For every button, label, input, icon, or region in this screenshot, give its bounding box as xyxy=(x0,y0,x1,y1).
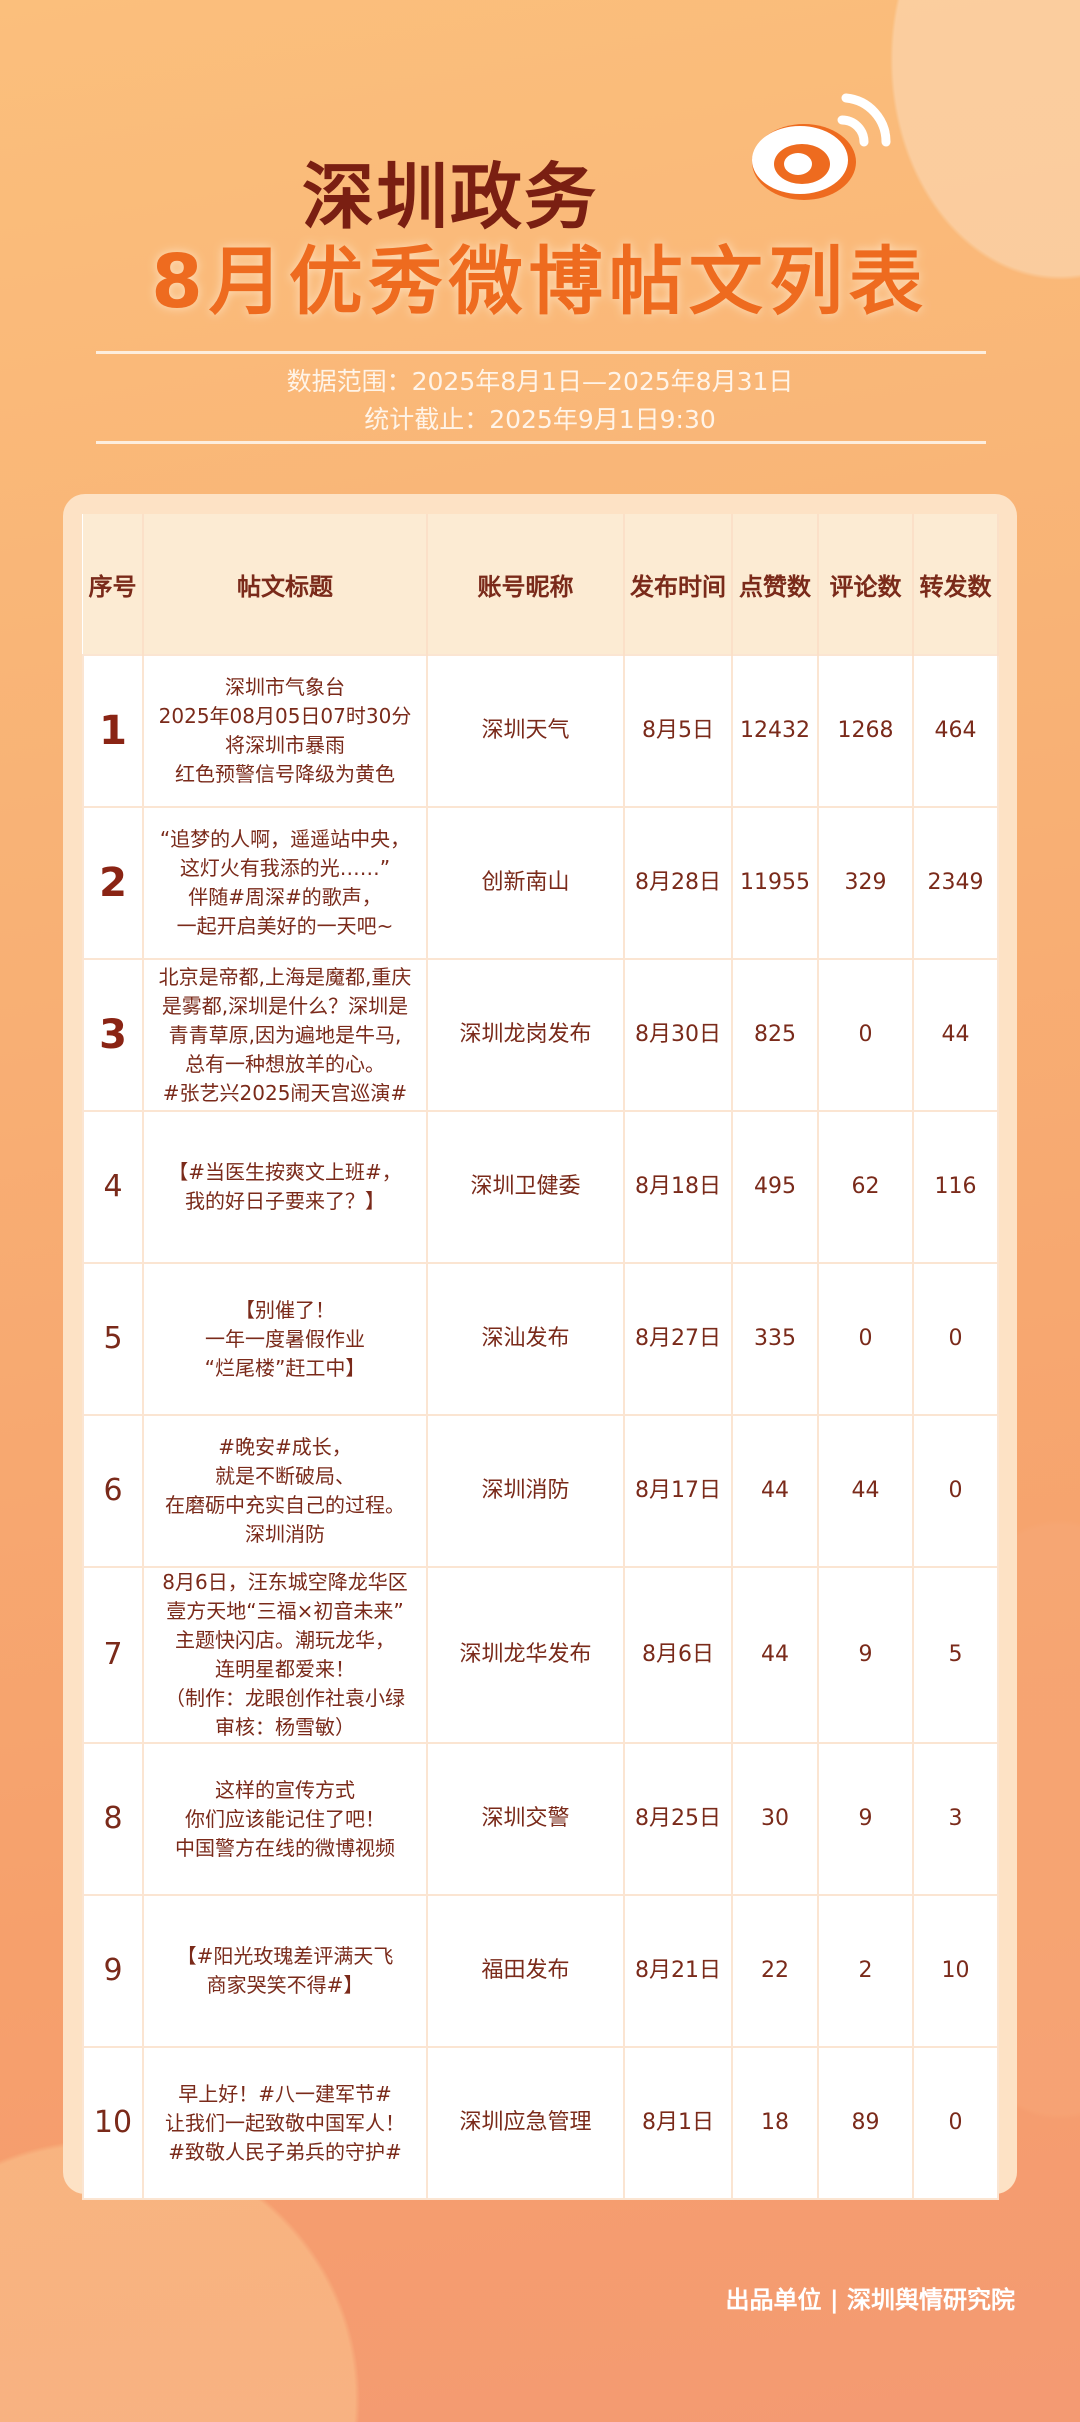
cell-rank: 10 xyxy=(82,2046,144,2200)
table-row: 8 这样的宣传方式 你们应该能记住了吧！ 中国警方在线的微博视频 深圳交警 8月25日… xyxy=(82,1742,999,1896)
divider xyxy=(96,441,986,444)
divider xyxy=(96,351,986,354)
column-header: 转发数 xyxy=(913,514,999,655)
cell-title: 北京是帝都,上海是魔都,重庆 是雾都,深圳是什么？深圳是 青青草原,因为遍地是牛… xyxy=(142,958,428,1112)
table-row: 2 “追梦的人啊，遥遥站中央， 这灯火有我添的光……” 伴随#周深#的歌声， 一起… xyxy=(82,806,999,960)
cell-date: 8月1日 xyxy=(623,2046,733,2200)
cell-likes: 825 xyxy=(731,958,819,1112)
cell-rank: 5 xyxy=(82,1262,144,1416)
cell-title: #晚安#成长， 就是不断破局、 在磨砺中充实自己的过程。 深圳消防 xyxy=(142,1414,428,1568)
cell-comments: 44 xyxy=(817,1414,914,1568)
cell-reposts: 116 xyxy=(912,1110,999,1264)
cell-comments: 0 xyxy=(817,1262,914,1416)
cell-account: 深圳卫健委 xyxy=(426,1110,625,1264)
title-line1: 深圳政务 xyxy=(301,155,598,239)
cell-likes: 11955 xyxy=(731,806,819,960)
weibo-logo-icon xyxy=(752,93,891,200)
cell-rank: 7 xyxy=(82,1566,144,1744)
cell-account: 深汕发布 xyxy=(426,1262,625,1416)
cell-account: 深圳交警 xyxy=(426,1742,625,1896)
cell-reposts: 3 xyxy=(912,1742,999,1896)
cell-rank: 9 xyxy=(82,1894,144,2048)
cell-date: 8月17日 xyxy=(623,1414,733,1568)
table-row: 9 【#阳光玫瑰差评满天飞 商家哭笑不得#】 福田发布 8月21日 22 2 10 xyxy=(82,1894,999,2048)
cell-comments: 2 xyxy=(817,1894,914,2048)
cell-reposts: 44 xyxy=(912,958,999,1112)
column-header: 序号 xyxy=(83,514,144,655)
cell-date: 8月6日 xyxy=(623,1566,733,1744)
cell-reposts: 5 xyxy=(912,1566,999,1744)
table-row: 5 【别催了！ 一年一度暑假作业 “烂尾楼”赶工中】 深汕发布 8月27日 335 0 0 xyxy=(82,1262,999,1416)
cell-comments: 329 xyxy=(817,806,914,960)
cell-comments: 0 xyxy=(817,958,914,1112)
cell-likes: 30 xyxy=(731,1742,819,1896)
cell-date: 8月30日 xyxy=(623,958,733,1112)
cell-reposts: 10 xyxy=(912,1894,999,2048)
cell-date: 8月25日 xyxy=(623,1742,733,1896)
cell-comments: 89 xyxy=(817,2046,914,2200)
cell-account: 创新南山 xyxy=(426,806,625,960)
cell-comments: 62 xyxy=(817,1110,914,1264)
cell-date: 8月28日 xyxy=(623,806,733,960)
table-row: 1 深圳市气象台 2025年08月05日07时30分 将深圳市暴雨 红色预警信号降… xyxy=(82,654,999,808)
cell-title: 8月6日，汪东城空降龙华区 壹方天地“三福×初音未来” 主题快闪店。潮玩龙华， … xyxy=(142,1566,428,1744)
table-row: 7 8月6日，汪东城空降龙华区 壹方天地“三福×初音未来” 主题快闪店。潮玩龙华，… xyxy=(82,1566,999,1744)
cutoff-time: 统计截止：2025年9月1日9:30 xyxy=(364,405,716,434)
cell-likes: 44 xyxy=(731,1566,819,1744)
cell-comments: 9 xyxy=(817,1742,914,1896)
cell-title: 深圳市气象台 2025年08月05日07时30分 将深圳市暴雨 红色预警信号降级… xyxy=(142,654,428,808)
column-header: 发布时间 xyxy=(624,514,733,655)
cell-account: 福田发布 xyxy=(426,1894,625,2048)
footer-credit: 出品单位 | 深圳舆情研究院 xyxy=(725,2286,1015,2314)
column-header: 评论数 xyxy=(818,514,914,655)
cell-reposts: 0 xyxy=(912,1262,999,1416)
cell-reposts: 464 xyxy=(912,654,999,808)
cell-rank: 4 xyxy=(82,1110,144,1264)
cell-account: 深圳龙华发布 xyxy=(426,1566,625,1744)
cell-likes: 495 xyxy=(731,1110,819,1264)
cell-reposts: 0 xyxy=(912,2046,999,2200)
cell-rank: 2 xyxy=(82,806,144,960)
posts-table: 序号 帖文标题 账号昵称 发布时间 点赞数 评论数 转发数 1 深圳市气象台 2025年08月… xyxy=(82,514,999,2200)
table-row: 3 北京是帝都,上海是魔都,重庆 是雾都,深圳是什么？深圳是 青青草原,因为遍地是… xyxy=(82,958,999,1112)
cell-date: 8月5日 xyxy=(623,654,733,808)
cell-likes: 335 xyxy=(731,1262,819,1416)
column-header: 账号昵称 xyxy=(427,514,625,655)
cell-date: 8月18日 xyxy=(623,1110,733,1264)
cell-title: 早上好！#八一建军节# 让我们一起致敬中国军人！ #致敬人民子弟兵的守护# xyxy=(142,2046,428,2200)
cell-rank: 6 xyxy=(82,1414,144,1568)
cell-comments: 1268 xyxy=(817,654,914,808)
cell-title: 这样的宣传方式 你们应该能记住了吧！ 中国警方在线的微博视频 xyxy=(142,1742,428,1896)
cell-account: 深圳应急管理 xyxy=(426,2046,625,2200)
table-row: 6 #晚安#成长， 就是不断破局、 在磨砺中充实自己的过程。 深圳消防 深圳消防 8月… xyxy=(82,1414,999,1568)
cell-rank: 3 xyxy=(82,958,144,1112)
table-header: 序号 帖文标题 账号昵称 发布时间 点赞数 评论数 转发数 xyxy=(83,514,999,655)
cell-rank: 8 xyxy=(82,1742,144,1896)
cell-title: 【#阳光玫瑰差评满天飞 商家哭笑不得#】 xyxy=(142,1894,428,2048)
column-header: 点赞数 xyxy=(732,514,819,655)
cell-account: 深圳消防 xyxy=(426,1414,625,1568)
cell-reposts: 2349 xyxy=(912,806,999,960)
cell-date: 8月27日 xyxy=(623,1262,733,1416)
cell-comments: 9 xyxy=(817,1566,914,1744)
cell-rank: 1 xyxy=(82,654,144,808)
table-row: 10 早上好！#八一建军节# 让我们一起致敬中国军人！ #致敬人民子弟兵的守护# 深… xyxy=(82,2046,999,2200)
column-header: 帖文标题 xyxy=(143,514,428,655)
cell-likes: 44 xyxy=(731,1414,819,1568)
cell-account: 深圳天气 xyxy=(426,654,625,808)
cell-date: 8月21日 xyxy=(623,1894,733,2048)
cell-likes: 22 xyxy=(731,1894,819,2048)
cell-title: 【#当医生按爽文上班#， 我的好日子要来了？】 xyxy=(142,1110,428,1264)
table-row: 4 【#当医生按爽文上班#， 我的好日子要来了？】 深圳卫健委 8月18日 495 62 1… xyxy=(82,1110,999,1264)
title-line2: 8月优秀微博帖文列表 xyxy=(151,239,929,325)
cell-account: 深圳龙岗发布 xyxy=(426,958,625,1112)
cell-title: “追梦的人啊，遥遥站中央， 这灯火有我添的光……” 伴随#周深#的歌声， 一起开… xyxy=(142,806,428,960)
cell-likes: 12432 xyxy=(731,654,819,808)
cell-reposts: 0 xyxy=(912,1414,999,1568)
cell-title: 【别催了！ 一年一度暑假作业 “烂尾楼”赶工中】 xyxy=(142,1262,428,1416)
data-range: 数据范围：2025年8月1日—2025年8月31日 xyxy=(286,367,794,396)
cell-likes: 18 xyxy=(731,2046,819,2200)
